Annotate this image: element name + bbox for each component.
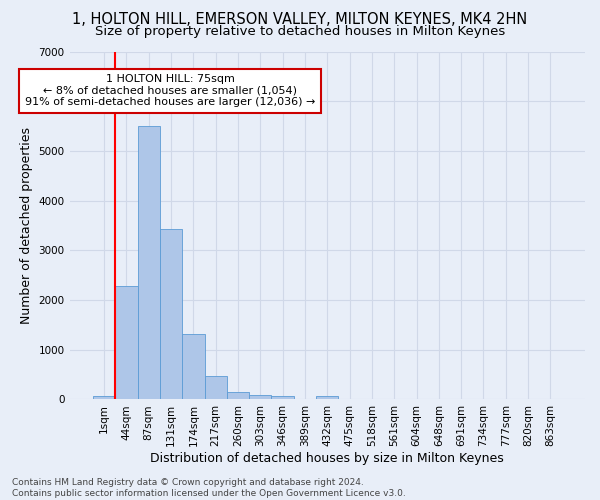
Bar <box>182 334 205 400</box>
Bar <box>137 126 160 400</box>
Bar <box>205 376 227 400</box>
Y-axis label: Number of detached properties: Number of detached properties <box>20 127 33 324</box>
Bar <box>160 229 182 400</box>
Text: 1 HOLTON HILL: 75sqm
← 8% of detached houses are smaller (1,054)
91% of semi-det: 1 HOLTON HILL: 75sqm ← 8% of detached ho… <box>25 74 315 108</box>
Text: 1, HOLTON HILL, EMERSON VALLEY, MILTON KEYNES, MK4 2HN: 1, HOLTON HILL, EMERSON VALLEY, MILTON K… <box>73 12 527 28</box>
Bar <box>93 396 115 400</box>
Bar <box>271 396 294 400</box>
Bar <box>115 286 137 400</box>
X-axis label: Distribution of detached houses by size in Milton Keynes: Distribution of detached houses by size … <box>151 452 504 465</box>
Bar <box>227 392 249 400</box>
Text: Contains HM Land Registry data © Crown copyright and database right 2024.
Contai: Contains HM Land Registry data © Crown c… <box>12 478 406 498</box>
Bar <box>249 396 271 400</box>
Text: Size of property relative to detached houses in Milton Keynes: Size of property relative to detached ho… <box>95 25 505 38</box>
Bar <box>316 396 338 400</box>
